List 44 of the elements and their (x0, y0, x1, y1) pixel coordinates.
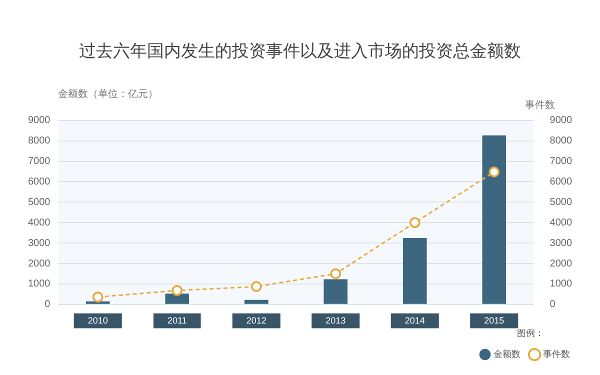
point (409, 217, 420, 228)
y2-tick-label: 9000 (550, 115, 572, 126)
legend-label: 金额数 (494, 348, 520, 359)
x-tick-label: 2013 (326, 315, 346, 326)
y2-tick-label: 2000 (550, 258, 572, 270)
y2-tick-label: 4000 (550, 217, 572, 228)
y2-tick-label: 7000 (550, 156, 572, 168)
bar (86, 301, 110, 304)
y-tick-label: 9000 (28, 115, 51, 126)
y-tick-label: 3000 (28, 238, 51, 249)
y-tick-label: 6000 (28, 176, 51, 188)
point (330, 268, 342, 280)
bar (324, 279, 348, 304)
x-tick-label: 2014 (404, 315, 425, 326)
x-tick-label: 2012 (246, 315, 266, 326)
y2-tick-label: 1000 (550, 278, 572, 290)
point (92, 292, 104, 302)
y2-tick-label: 5000 (550, 196, 572, 208)
legend-label: 事件数 (543, 348, 570, 359)
y-axis-title: 金额数（单位：亿元） (58, 88, 158, 101)
y2-axis-title: 事件数 (525, 99, 555, 112)
y-tick-label: 7000 (28, 156, 51, 168)
x-tick-label: 2011 (167, 315, 187, 326)
x-tick-label: 2010 (88, 315, 108, 326)
y2-tick-label: 8000 (550, 136, 572, 147)
bar (402, 238, 427, 304)
bar (244, 300, 268, 304)
point (488, 166, 500, 178)
y-tick-label: 1000 (28, 278, 51, 290)
y-tick-label: 0 (44, 299, 51, 310)
y2-tick-label: 6000 (550, 176, 572, 188)
chart-title: 过去六年国内发生的投资事件以及进入市场的投资总金额数 (79, 42, 521, 62)
x-tick-label: 2015 (484, 315, 504, 326)
point (172, 285, 183, 296)
y2-tick-label: 3000 (550, 238, 572, 249)
y-tick-label: 8000 (28, 136, 51, 147)
bar (482, 135, 506, 304)
y-tick-label: 4000 (28, 217, 51, 228)
y-tick-label: 2000 (28, 258, 51, 270)
y-tick-label: 5000 (28, 196, 51, 208)
y2-tick-label: 0 (550, 299, 556, 310)
legend-title: 图例： (517, 328, 544, 338)
point (250, 281, 262, 292)
bar (165, 294, 190, 304)
